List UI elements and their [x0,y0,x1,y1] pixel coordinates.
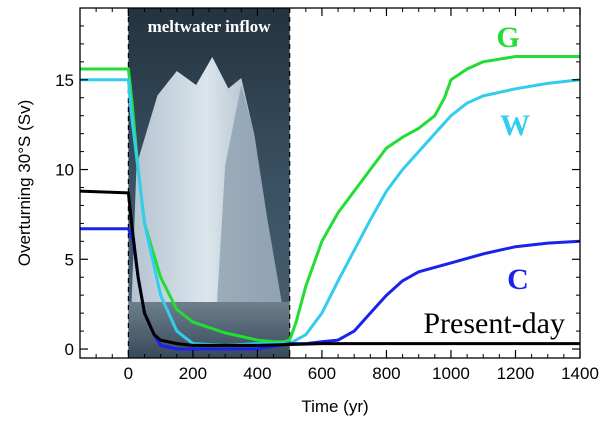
series-label-g: G [496,21,519,54]
series-label-w: W [500,109,530,142]
series-line-present-day [80,189,580,347]
x-tick-label: 800 [372,364,400,383]
x-axis-label: Time (yr) [301,397,368,416]
x-tick-label: 600 [308,364,336,383]
y-tick-label: 5 [65,250,74,269]
x-tick-label: 1400 [561,364,599,383]
series-label-present-day: Present-day [423,307,565,340]
x-tick-label: 400 [243,364,271,383]
series-group [80,55,580,351]
x-tick-label: 0 [124,364,133,383]
y-tick-label: 15 [55,71,74,90]
series-label-c: C [507,263,529,296]
axis-ticks: 0 200 400 600 800 1000 1200 1400 0 5 10 15 [55,8,599,383]
plot-frame [79,7,581,359]
series-line-w [80,78,580,347]
x-tick-label: 1000 [432,364,470,383]
iceberg-shadow [217,85,282,302]
y-tick-label: 10 [55,161,74,180]
y-tick-label: 0 [65,340,74,359]
meltwater-inflow-label: meltwater inflow [148,17,272,36]
y-axis-label: Overturning 30°S (Sv) [15,100,34,266]
x-tick-label: 1200 [497,364,535,383]
x-tick-label: 200 [179,364,207,383]
meltwater-inflow-band: meltwater inflow [127,8,291,358]
